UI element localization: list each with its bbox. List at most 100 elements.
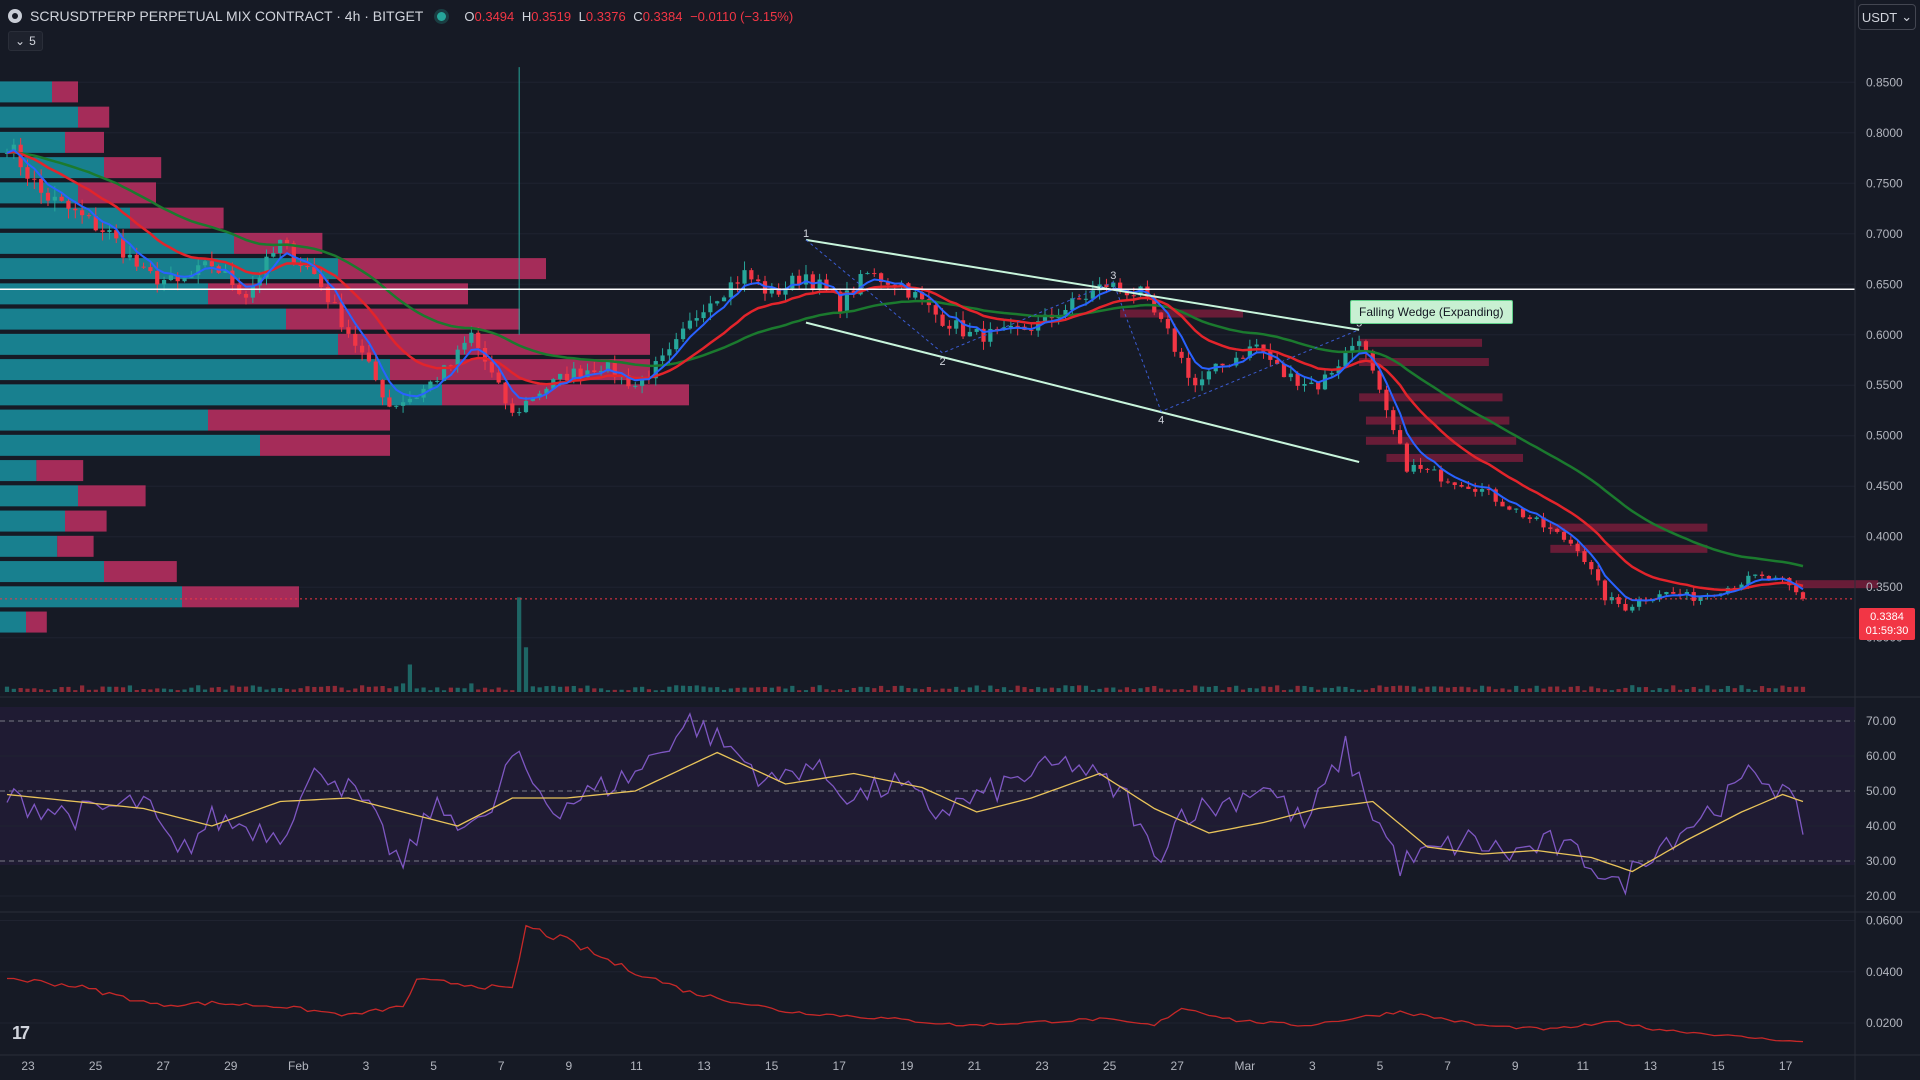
volume-bar — [851, 687, 856, 692]
ohlc-readout: O0.3494 H0.3519 L0.3376 C0.3384 −0.0110 … — [460, 9, 793, 24]
candle-body — [803, 274, 809, 285]
volume-bar — [264, 689, 269, 692]
candle-body — [1623, 603, 1628, 611]
candle-body — [715, 301, 720, 304]
candle-body — [1438, 469, 1444, 482]
volume-bar — [926, 686, 932, 692]
currency-button[interactable]: USDT ⌄ — [1858, 4, 1916, 30]
volume-bar — [1357, 689, 1362, 692]
volume-bar — [667, 686, 672, 692]
supply-zone — [1359, 393, 1503, 402]
volume-bar — [694, 685, 699, 692]
volume-profile-down-bar — [442, 384, 689, 406]
volume-bar — [11, 688, 16, 692]
candle-body — [981, 328, 986, 342]
indicators-collapse-button[interactable]: ⌄ 5 — [8, 31, 43, 51]
candle-body — [407, 398, 413, 403]
volume-bar — [728, 688, 733, 692]
volume-bar — [1363, 689, 1369, 692]
candle-body — [1083, 298, 1089, 300]
candle-body — [1179, 351, 1184, 358]
falling-wedge-pattern[interactable]: 12345 — [803, 228, 1362, 463]
volume-bar — [1520, 689, 1526, 692]
candle-body — [80, 210, 85, 216]
candle-body — [400, 402, 406, 406]
time-tick-label: 5 — [1377, 1059, 1384, 1073]
candle-body — [701, 312, 706, 319]
candle-body — [680, 328, 686, 340]
candle-body — [52, 196, 57, 201]
volume-bar — [585, 685, 590, 692]
volume-bar — [1794, 686, 1799, 692]
volume-bar — [1193, 685, 1198, 692]
volume-bar — [373, 686, 378, 692]
candle-body — [1377, 370, 1382, 390]
candle-body — [694, 318, 699, 321]
close-value: 0.3384 — [642, 8, 683, 24]
candle-body — [1391, 410, 1396, 431]
candle-body — [1753, 574, 1758, 576]
candle-body — [1479, 489, 1485, 492]
time-tick-label: 9 — [1512, 1059, 1519, 1073]
volume-bar — [1090, 690, 1095, 692]
volume-bar — [1773, 688, 1778, 692]
volume-bar — [558, 686, 563, 692]
chevron-down-icon: ⌄ — [15, 34, 26, 48]
volume-bar — [1268, 686, 1273, 692]
candle-body — [182, 277, 187, 282]
candle-body — [639, 377, 645, 386]
candle-body — [1131, 295, 1136, 297]
change-value: −0.0110 (−3.15%) — [690, 8, 794, 24]
price-tick-label: 0.4000 — [1866, 530, 1903, 544]
candle-body — [1589, 562, 1594, 570]
symbol-title[interactable]: SCRUSDTPERP PERPETUAL MIX CONTRACT · 4h … — [30, 8, 424, 24]
price-axis[interactable]: 0.8500 0.8000 0.7500 0.7000 0.6500 0.6000 0.55… — [1866, 75, 1903, 1030]
candle-body — [209, 261, 214, 267]
candle-body — [612, 361, 617, 378]
candle-body — [769, 288, 774, 294]
candle-body — [114, 230, 119, 239]
price-tick-label: 0.7000 — [1866, 227, 1903, 241]
time-axis[interactable]: 23 25 27 29 Feb 3 5 7 9 11 13 15 17 19 21 23 25 27 Mar 3 5 7 9… — [21, 1059, 1792, 1073]
volume-bar — [435, 687, 440, 692]
volume-bar — [510, 690, 515, 692]
volume-bar — [271, 688, 276, 692]
time-tick-label: Feb — [288, 1059, 309, 1073]
volume-bar — [1275, 685, 1280, 692]
volume-bar — [844, 690, 850, 692]
volume-bar — [503, 689, 508, 692]
candle-body — [284, 239, 290, 244]
volume-bar — [469, 683, 474, 692]
pattern-label[interactable]: Falling Wedge (Expanding) — [1350, 300, 1513, 324]
volume-bar — [1425, 686, 1430, 692]
horizontal-line[interactable] — [0, 288, 1855, 600]
candle-body — [1561, 531, 1567, 540]
time-tick-label: 21 — [968, 1059, 982, 1073]
volume-bar — [940, 688, 945, 692]
volume-profile-down-bar — [208, 409, 390, 431]
candle-body — [1350, 345, 1355, 353]
candle-body — [1657, 594, 1662, 599]
time-tick-label: 29 — [224, 1059, 238, 1073]
volume-bar — [202, 689, 208, 692]
volume-bar — [1596, 688, 1601, 692]
candle-body — [380, 379, 385, 398]
volume-bar — [619, 689, 624, 692]
candle-body — [1800, 592, 1806, 599]
volume-bar — [1056, 688, 1061, 692]
volume-bar — [756, 687, 761, 692]
rsi-tick-label: 70.00 — [1866, 714, 1896, 728]
volume-profile-down-bar — [390, 359, 650, 381]
candle-body — [844, 290, 850, 313]
volume-bar — [1473, 689, 1478, 692]
price-tick-label: 0.8500 — [1866, 75, 1903, 89]
tradingview-logo-icon[interactable]: 17 — [12, 1023, 30, 1043]
volume-bar — [421, 687, 426, 692]
last-price-value: 0.3384 — [1870, 611, 1904, 623]
candle-body — [1001, 327, 1007, 330]
candle-body — [250, 285, 255, 298]
currency-label: USDT — [1861, 9, 1898, 25]
volume-profile-up-bar — [0, 510, 65, 532]
time-tick-label: 13 — [697, 1059, 711, 1073]
